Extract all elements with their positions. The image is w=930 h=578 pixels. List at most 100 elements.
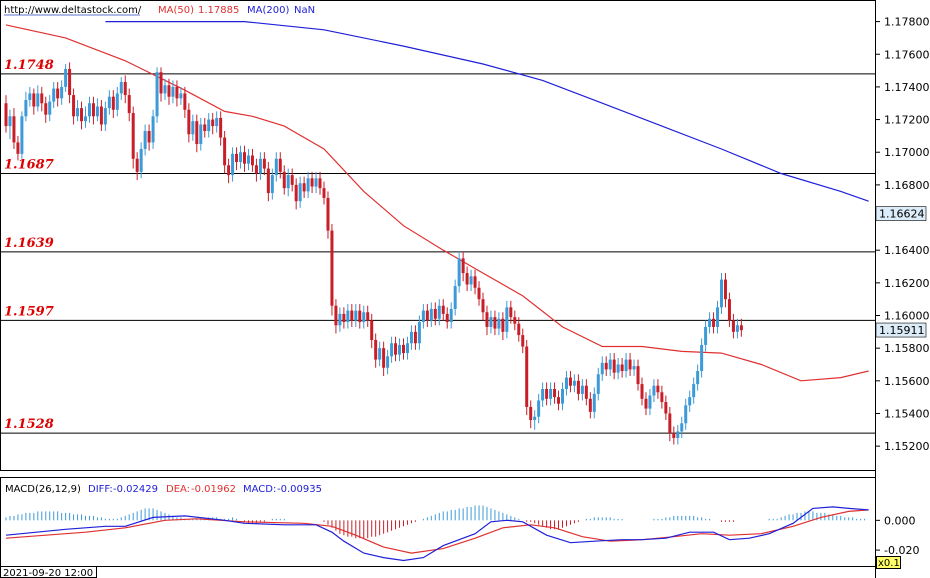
candle-body [250, 155, 254, 166]
candle-body [712, 318, 716, 327]
price-tick-label: 1.17000 [884, 146, 930, 159]
candle-body [111, 96, 115, 110]
candle-body [505, 307, 509, 332]
candle-body [239, 152, 243, 163]
candle-body [246, 155, 250, 164]
candle-body [473, 276, 477, 288]
candle-body [56, 88, 60, 99]
candle-body [139, 148, 143, 172]
candle-body [119, 82, 123, 94]
candle-body [12, 116, 16, 143]
candle-body [461, 258, 465, 274]
candle-body [266, 168, 270, 194]
candle-body [338, 313, 342, 326]
candle-body [362, 312, 366, 323]
candle-body [72, 95, 76, 117]
candle-body [616, 364, 620, 373]
ma200-legend-value: NaN [294, 5, 315, 16]
candle-body [48, 101, 52, 115]
candle-body [171, 86, 175, 97]
candle-body [40, 93, 44, 104]
ma200-legend-label: MA(200) [247, 5, 289, 16]
candle-body [103, 108, 107, 125]
candle-body [700, 344, 704, 372]
candle-body [68, 68, 72, 96]
candle-body [183, 93, 187, 110]
candle-body [223, 137, 227, 166]
candle-body [441, 305, 445, 314]
candle-body [258, 158, 262, 174]
candle-body [600, 362, 604, 375]
level-label: 1.1597 [4, 304, 54, 319]
candle-body [294, 184, 298, 202]
candle-body [286, 175, 290, 189]
candle-body [179, 93, 183, 99]
candle-body [628, 359, 632, 370]
candle-body [402, 344, 405, 354]
candle-body [568, 377, 572, 386]
candle-body [4, 103, 8, 127]
price-marker-label: 1.15911 [879, 324, 925, 337]
candle-body [386, 356, 390, 368]
level-label: 1.1528 [4, 417, 54, 432]
ma50-legend-label: MA(50) [158, 5, 194, 16]
candle-body [36, 93, 40, 107]
candle-body [720, 279, 723, 308]
candle-body [390, 343, 394, 357]
candle-body [346, 310, 350, 323]
candle-body [326, 197, 330, 231]
candle-body [465, 273, 469, 285]
candle-body [588, 398, 592, 412]
zoom-box[interactable] [876, 556, 901, 569]
candle-body [80, 108, 84, 122]
candle-body [481, 299, 485, 313]
site-url[interactable]: http://www.deltastock.com/ [4, 5, 142, 16]
candle-body [195, 121, 199, 145]
candle-body [370, 320, 374, 341]
candle-body [723, 279, 727, 300]
candle-body [457, 258, 461, 287]
candle-body [521, 335, 525, 347]
macd-diff-line [5, 506, 869, 562]
candle-body [20, 116, 24, 154]
candle-body [537, 400, 541, 417]
candle-body [660, 392, 664, 403]
candle-body [159, 72, 163, 94]
price-tick-label: 1.15200 [884, 440, 930, 453]
candle-body [632, 366, 636, 370]
price-marker-label: 1.16624 [879, 208, 925, 221]
price-tick-label: 1.16000 [884, 310, 930, 323]
candle-body [417, 322, 421, 344]
price-tick-label: 1.15600 [884, 375, 930, 388]
candle-body [358, 310, 362, 323]
candle-body [648, 395, 652, 409]
candle-body [44, 103, 48, 115]
zoom-label[interactable]: x0.1 [878, 558, 900, 569]
candle-body [270, 175, 274, 194]
candle-body [580, 385, 584, 394]
candle-body [334, 305, 338, 326]
candle-body [314, 178, 318, 187]
candle-body [32, 93, 36, 107]
candle-body [545, 388, 549, 399]
candle-body [366, 312, 370, 321]
candle-body [262, 158, 266, 169]
macd-panel-frame [0, 477, 876, 567]
candle-body [254, 165, 258, 174]
candle-body [493, 317, 497, 329]
candle-body [175, 86, 179, 99]
candle-body [497, 318, 501, 329]
candle-body [513, 317, 517, 324]
macd-title: MACD(26,12,9) [5, 484, 81, 495]
candle-body [541, 388, 545, 401]
ma200-line [105, 21, 869, 202]
candle-body [644, 398, 648, 409]
candle-body [656, 385, 660, 393]
candle-body [680, 423, 684, 432]
candle-body [219, 117, 223, 138]
price-marker-box [875, 322, 927, 338]
price-tick-label: 1.17800 [884, 16, 930, 29]
candle-body [163, 85, 167, 94]
candle-body [716, 307, 720, 327]
macd-macd-label: MACD: [243, 484, 276, 495]
